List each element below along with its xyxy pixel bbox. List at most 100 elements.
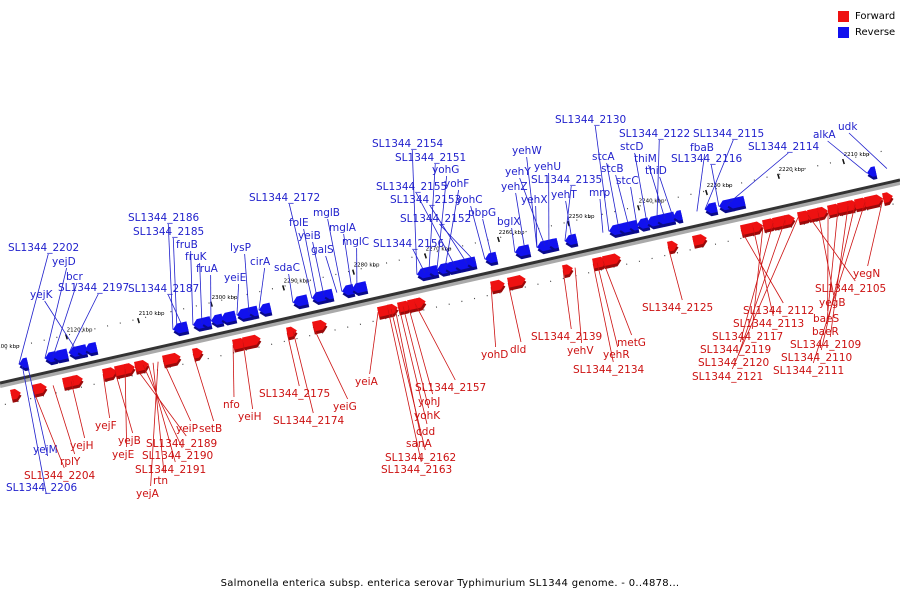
gene-label-bcr: bcr: [66, 271, 83, 283]
leader-line: [199, 262, 203, 324]
leader-line: [192, 353, 215, 422]
gene-label-sl1344-2197: SL1344_2197: [58, 282, 129, 294]
gene-label-sl1344-2120: SL1344_2120: [698, 357, 769, 369]
leader-line: [147, 363, 176, 463]
leader-line: [21, 363, 47, 495]
reverse-gene-arrow: [484, 251, 499, 267]
forward-gene-arrow: [101, 367, 118, 382]
gene-label-sl1344-2151: SL1344_2151: [395, 152, 466, 164]
scale-tick-label: 2260 kbp: [499, 230, 525, 236]
gene-label-sl1344-2130: SL1344_2130: [555, 114, 626, 126]
gene-label-sana: sanA: [406, 438, 433, 450]
gene-label-stcc: stcC: [616, 175, 639, 187]
leader-line: [436, 175, 448, 271]
gene-label-sl1344-2172: SL1344_2172: [249, 192, 320, 204]
leader-line: [18, 253, 49, 365]
leader-line: [150, 361, 159, 487]
leader-line: [44, 267, 68, 359]
gene-label-yohg: yohG: [432, 164, 459, 176]
leader-line: [52, 385, 76, 455]
leader-line: [737, 220, 786, 356]
gene-label-nfo: nfo: [223, 399, 240, 411]
leader-line: [387, 309, 422, 463]
gene-label-sl1344-2114: SL1344_2114: [748, 141, 820, 153]
legend-reverse: Reverse: [838, 24, 898, 40]
scale-tick-label: 2210 kbp: [844, 152, 870, 158]
leader-line: [152, 362, 165, 474]
reverse-gene-arrow: [76, 344, 88, 359]
leader-line: [343, 233, 353, 290]
gene-label-sl1344-2175: SL1344_2175: [259, 388, 330, 400]
leader-line: [482, 218, 493, 258]
forward-gene-arrow: [863, 194, 884, 211]
leader-line: [114, 371, 134, 434]
gene-label-yeie: yeiE: [224, 272, 246, 284]
gene-label-yehv: yehV: [567, 345, 594, 357]
leader-line: [667, 246, 683, 301]
gene-label-yeig: yeiG: [333, 401, 357, 413]
gene-label-yehw: yehW: [512, 145, 542, 157]
scale-tick-label: 2240 kbp: [639, 198, 665, 204]
gene-label-yeja: yejA: [136, 488, 160, 500]
leader-line: [731, 217, 799, 370]
gene-label-yejf: yejF: [95, 420, 117, 432]
gene-label-thid: thiD: [645, 165, 667, 177]
gene-label-thim: thiM: [634, 153, 657, 165]
gene-label-sl1344-2157: SL1344_2157: [415, 382, 486, 394]
leader-line: [826, 208, 839, 325]
scale-tick: 2210 kbp: [842, 152, 870, 165]
gene-label-sl1344-2155: SL1344_2155: [376, 181, 447, 193]
gene-label-yehx: yehX: [521, 194, 548, 206]
leader-line: [325, 255, 338, 293]
leader-line: [630, 186, 638, 226]
scale-tick: 2100 kbp: [0, 344, 20, 350]
scale-tick: 2240 kbp: [637, 198, 665, 211]
leader-line: [288, 273, 294, 303]
gene-label-yehz: yehZ: [501, 181, 528, 193]
leader-line: [390, 309, 426, 451]
gene-label-alka: alkA: [813, 129, 836, 141]
gene-label-yeht: yehT: [551, 189, 577, 201]
gene-label-sl1344-2121: SL1344_2121: [692, 371, 763, 383]
leader-line: [52, 282, 78, 357]
leader-line: [327, 218, 343, 292]
scale-tick: 2260 kbp: [497, 230, 525, 243]
gene-label-sl1344-2153: SL1344_2153: [390, 194, 461, 206]
reverse-gene-arrow: [704, 202, 719, 217]
gene-label-frub: fruB: [176, 239, 198, 251]
gene-label-sl1344-2116: SL1344_2116: [671, 153, 743, 165]
gene-label-yeib: yeiB: [298, 230, 321, 242]
gene-label-yohk: yohK: [414, 410, 441, 422]
forward-gene-arrow: [71, 374, 84, 389]
leader-line: [507, 282, 522, 343]
leader-line: [490, 286, 497, 348]
gene-label-metg: metG: [617, 337, 646, 349]
forward-gene-arrow: [489, 279, 506, 295]
gene-label-mglb: mglB: [313, 207, 340, 219]
reverse-gene-arrow: [220, 310, 238, 326]
scale-tick-label: 2250 kbp: [569, 214, 595, 220]
leader-line: [312, 241, 325, 296]
leader-line: [303, 228, 318, 298]
gene-label-sl1344-2125: SL1344_2125: [642, 302, 713, 314]
leader-line: [68, 293, 99, 354]
leader-line: [648, 164, 666, 219]
reverse-gene-arrow: [292, 294, 310, 310]
gene-label-yohj: yohJ: [418, 396, 440, 408]
leader-line: [412, 249, 426, 273]
leader-line: [312, 326, 349, 400]
gene-label-sl1344-2206: SL1344_2206: [6, 482, 78, 494]
leader-line: [292, 331, 314, 414]
reverse-gene-arrow: [428, 265, 440, 279]
gene-label-sl1344-2122: SL1344_2122: [619, 128, 690, 140]
scale-tick-label: 2290 kbp: [284, 279, 310, 285]
forward-gene-arrow: [881, 192, 894, 207]
leader-line: [167, 223, 174, 330]
leader-line: [470, 205, 486, 260]
gene-label-cira: cirA: [250, 256, 271, 268]
leader-line: [167, 294, 184, 328]
gene-label-sl1344-2163: SL1344_2163: [381, 464, 452, 476]
reverse-gene-arrow: [514, 244, 532, 260]
leader-line: [258, 267, 266, 311]
